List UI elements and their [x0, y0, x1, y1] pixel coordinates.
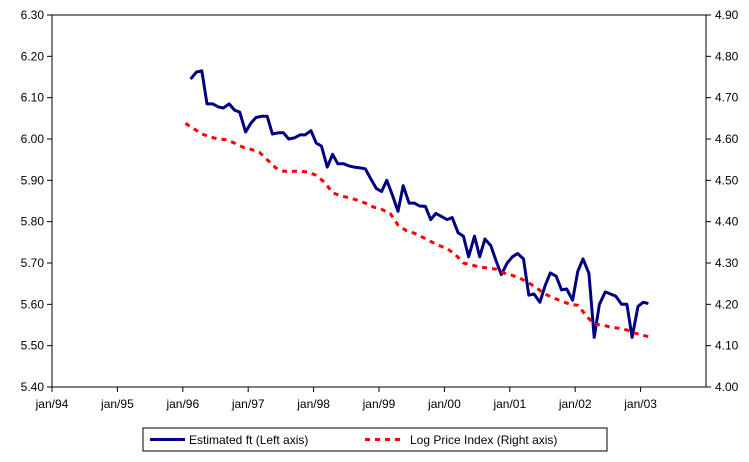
left-axis-tick-label: 6.00: [21, 132, 45, 146]
series-layer: [184, 69, 649, 339]
x-axis-tick-label: jan/94: [35, 397, 69, 411]
series-line-estimated-ft: [189, 69, 649, 339]
left-axis-tick-label: 5.50: [21, 339, 45, 353]
right-axis-tick-label: 4.60: [715, 132, 739, 146]
x-axis-tick-label: jan/99: [362, 397, 396, 411]
right-axis-tick-label: 4.70: [715, 91, 739, 105]
x-axis-tick-label: jan/97: [231, 397, 265, 411]
x-axis-tick-label: jan/02: [558, 397, 592, 411]
left-axis-tick-label: 5.70: [21, 256, 45, 270]
left-axis-tick-label: 5.60: [21, 297, 45, 311]
left-axis-tick-label: 6.20: [21, 49, 45, 63]
series-line-log-price-index: [184, 122, 649, 339]
right-axis-tick-label: 4.40: [715, 215, 739, 229]
right-axis-tick-label: 4.10: [715, 339, 739, 353]
right-axis-tick-label: 4.80: [715, 49, 739, 63]
x-axis-tick-label: jan/01: [492, 397, 526, 411]
right-axis-tick-label: 4.30: [715, 256, 739, 270]
x-axis-tick-label: jan/96: [165, 397, 199, 411]
left-axis-tick-label: 5.80: [21, 215, 45, 229]
legend-label-estimated: Estimated ft (Left axis): [189, 433, 308, 447]
left-axis-tick-label: 6.10: [21, 91, 45, 105]
right-axis-tick-label: 4.90: [715, 8, 739, 22]
legend: Estimated ft (Left axis) Log Price Index…: [142, 427, 608, 452]
x-axis-tick-label: jan/00: [427, 397, 461, 411]
axes: 5.40 5.50 5.60 5.70 5.80 5.90 6.00 6.10 6.20 6.30…: [21, 8, 739, 411]
right-axis-tick-label: 4.00: [715, 380, 739, 394]
x-axis-tick-label: jan/98: [296, 397, 330, 411]
left-axis-tick-label: 5.40: [21, 380, 45, 394]
legend-label-log-price: Log Price Index (Right axis): [410, 433, 557, 447]
right-axis-tick-label: 4.20: [715, 297, 739, 311]
left-axis-tick-label: 5.90: [21, 173, 45, 187]
x-axis-tick-label: jan/95: [100, 397, 134, 411]
left-axis-tick-label: 6.30: [21, 8, 45, 22]
right-axis-tick-label: 4.50: [715, 173, 739, 187]
x-axis-tick-label: jan/03: [623, 397, 657, 411]
